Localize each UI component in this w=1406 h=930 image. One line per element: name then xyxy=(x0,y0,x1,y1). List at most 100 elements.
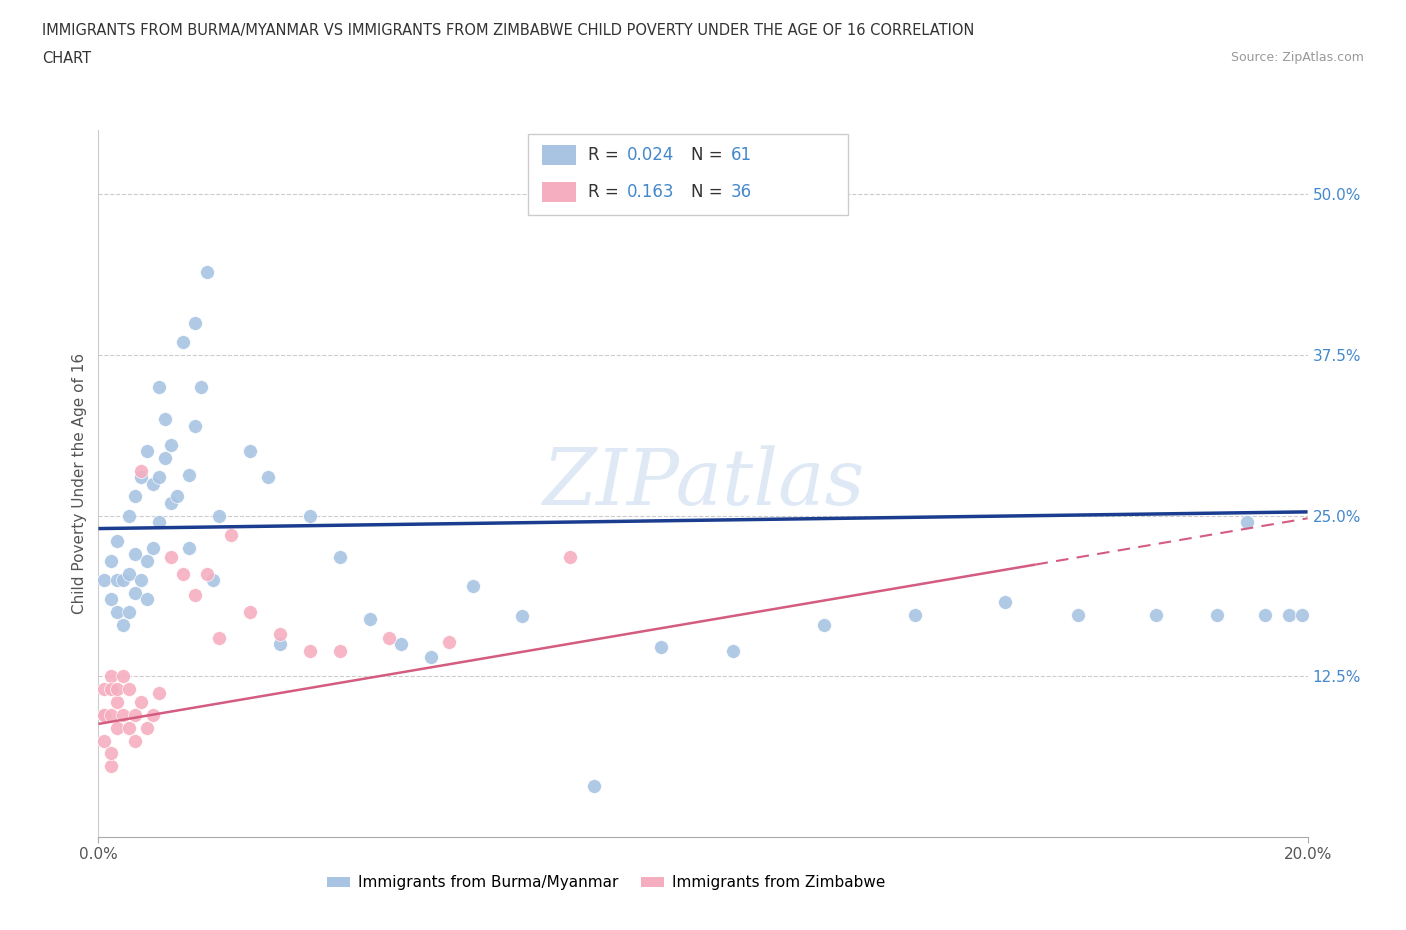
Point xyxy=(221,527,243,542)
Point xyxy=(142,476,165,491)
Point xyxy=(148,685,170,700)
Y-axis label: Child Poverty Under the Age of 16: Child Poverty Under the Age of 16 xyxy=(72,353,87,614)
Text: N =: N = xyxy=(690,182,728,201)
Point xyxy=(269,627,291,642)
Point xyxy=(389,637,412,652)
Point xyxy=(1206,607,1229,622)
Point xyxy=(172,566,194,581)
Legend: Immigrants from Burma/Myanmar, Immigrants from Zimbabwe: Immigrants from Burma/Myanmar, Immigrant… xyxy=(321,870,891,897)
Point xyxy=(583,778,606,793)
Point xyxy=(239,604,262,619)
Text: IMMIGRANTS FROM BURMA/MYANMAR VS IMMIGRANTS FROM ZIMBABWE CHILD POVERTY UNDER TH: IMMIGRANTS FROM BURMA/MYANMAR VS IMMIGRA… xyxy=(42,23,974,38)
Point xyxy=(813,618,835,632)
Text: R =: R = xyxy=(588,146,624,164)
Point xyxy=(111,708,134,723)
Point xyxy=(179,540,201,555)
Point xyxy=(420,650,443,665)
Point xyxy=(124,547,146,562)
Point xyxy=(100,708,122,723)
Point xyxy=(184,315,207,330)
Point xyxy=(904,607,927,622)
Point xyxy=(510,608,533,623)
Point xyxy=(1144,607,1167,622)
Point xyxy=(93,708,115,723)
Point xyxy=(105,695,128,710)
Point xyxy=(377,631,399,645)
Point xyxy=(994,594,1017,609)
Point xyxy=(118,509,141,524)
Point xyxy=(360,611,382,626)
Text: Source: ZipAtlas.com: Source: ZipAtlas.com xyxy=(1230,51,1364,64)
Point xyxy=(208,631,231,645)
Point xyxy=(124,489,146,504)
Point xyxy=(166,489,188,504)
Point xyxy=(93,708,115,723)
Text: CHART: CHART xyxy=(42,51,91,66)
Point xyxy=(124,708,146,723)
Point xyxy=(299,509,322,524)
Point xyxy=(111,669,134,684)
Point xyxy=(124,733,146,748)
Point xyxy=(148,470,170,485)
Text: N =: N = xyxy=(690,146,728,164)
Point xyxy=(184,418,207,433)
Point xyxy=(135,591,157,606)
Point xyxy=(93,682,115,697)
Point xyxy=(100,669,122,684)
Point xyxy=(329,644,352,658)
Point xyxy=(1236,514,1258,529)
Point xyxy=(256,470,278,485)
Point xyxy=(124,585,146,600)
Point xyxy=(269,637,291,652)
Point xyxy=(100,746,122,761)
Point xyxy=(129,695,152,710)
Bar xyxy=(543,145,576,165)
Point xyxy=(1291,607,1313,622)
Point xyxy=(118,604,141,619)
Point xyxy=(118,682,141,697)
Point xyxy=(142,708,165,723)
Point xyxy=(142,540,165,555)
Point xyxy=(160,438,183,453)
Point xyxy=(129,470,152,485)
Point xyxy=(179,467,201,482)
Point xyxy=(1254,607,1277,622)
Point xyxy=(299,644,322,658)
Point xyxy=(111,618,134,632)
Point xyxy=(100,591,122,606)
Point xyxy=(558,550,581,565)
Point xyxy=(100,553,122,568)
Point xyxy=(239,444,262,458)
Point xyxy=(160,550,183,565)
Point xyxy=(129,463,152,478)
Point xyxy=(93,573,115,588)
Point xyxy=(160,496,183,511)
Point xyxy=(153,412,176,427)
Point xyxy=(105,721,128,736)
Point xyxy=(100,759,122,774)
Point xyxy=(148,514,170,529)
FancyBboxPatch shape xyxy=(527,134,848,215)
Point xyxy=(93,733,115,748)
Text: ZIPatlas: ZIPatlas xyxy=(541,445,865,522)
Point xyxy=(105,573,128,588)
Text: 0.024: 0.024 xyxy=(627,146,675,164)
Point xyxy=(148,379,170,394)
Point xyxy=(100,682,122,697)
Point xyxy=(135,721,157,736)
Point xyxy=(650,639,672,654)
Point xyxy=(1067,607,1090,622)
Text: 36: 36 xyxy=(731,182,752,201)
Point xyxy=(153,450,176,465)
Point xyxy=(111,573,134,588)
Point xyxy=(190,379,212,394)
Text: 0.163: 0.163 xyxy=(627,182,675,201)
Point xyxy=(195,264,218,279)
Point xyxy=(184,588,207,603)
Point xyxy=(105,604,128,619)
Point xyxy=(202,573,225,588)
Point xyxy=(118,721,141,736)
Point xyxy=(118,566,141,581)
Bar xyxy=(543,181,576,202)
Point xyxy=(135,553,157,568)
